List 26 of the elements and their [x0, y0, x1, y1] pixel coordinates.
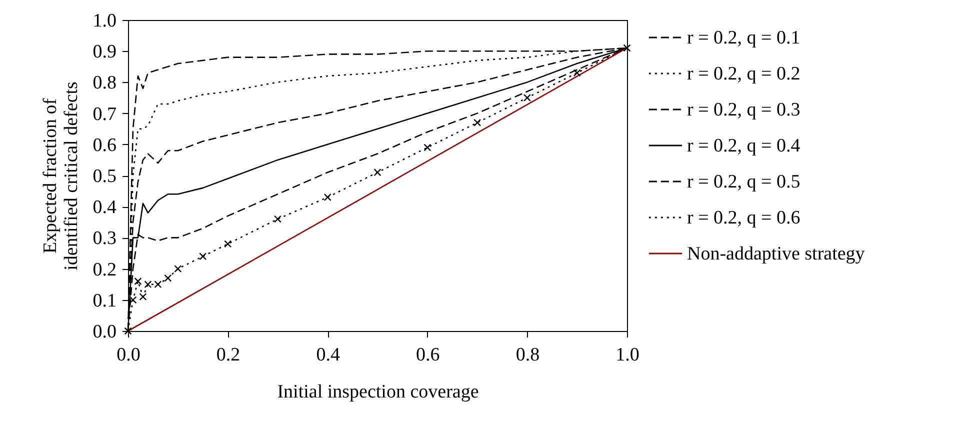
- legend-label: r = 0.2, q = 0.6: [687, 208, 800, 228]
- y-tick-label: 0.8: [92, 72, 116, 94]
- x-tick-label: 0.4: [316, 344, 340, 366]
- y-tick-label: 0.2: [92, 259, 116, 280]
- y-tick-label: 0.3: [92, 228, 116, 250]
- legend-label: r = 0.2, q = 0.1: [687, 28, 800, 48]
- y-tick-label: 0.1: [92, 290, 116, 312]
- y-tick-label: 0.0: [92, 322, 116, 342]
- x-tick-label: 0.6: [416, 344, 440, 366]
- y-tick-label: 0.5: [92, 166, 116, 187]
- legend-label: Non-addaptive strategy: [687, 244, 866, 264]
- legend-label: r = 0.2, q = 0.4: [687, 136, 801, 156]
- legend-label: r = 0.2, q = 0.5: [687, 172, 800, 192]
- x-tick-label: 0.8: [516, 344, 540, 366]
- y-tick-label: 0.4: [92, 197, 117, 218]
- legend-label: r = 0.2, q = 0.2: [687, 64, 800, 84]
- x-tick-label: 1.0: [616, 344, 640, 366]
- x-axis-title: Initial inspection coverage: [277, 382, 479, 402]
- y-tick-label: 0.6: [92, 134, 116, 156]
- y-axis-title: Expected fraction of identified critical defects: [40, 82, 82, 270]
- y-tick-label: 1.0: [92, 10, 116, 32]
- legend-label: r = 0.2, q = 0.3: [687, 100, 800, 120]
- y-tick-label: 0.9: [92, 42, 116, 63]
- x-tick-label: 0.2: [216, 344, 240, 366]
- y-tick-label: 0.7: [92, 104, 116, 125]
- x-tick-label: 0.0: [116, 344, 140, 366]
